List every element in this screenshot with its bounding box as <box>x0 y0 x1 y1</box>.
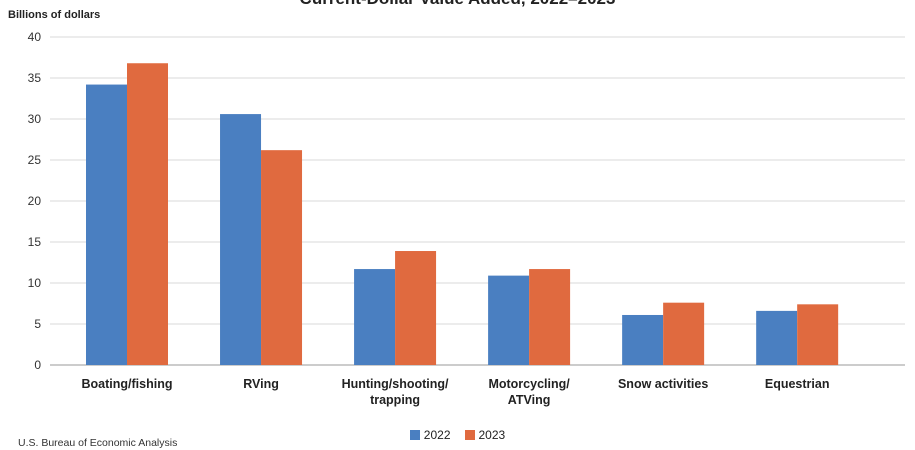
y-tick-label: 35 <box>28 71 42 85</box>
category-labels: Boating/fishing RVing Hunting/shooting/tra… <box>82 377 830 407</box>
legend-swatch <box>409 430 420 440</box>
bar-2023-5 <box>797 304 839 365</box>
y-axis-unit-label: Billions of dollars <box>8 9 101 21</box>
bar-chart: 0 5 10 15 20 25 30 35 40 Boating/fishing RVing Hun… <box>28 30 905 407</box>
bar-2023-0 <box>127 63 168 366</box>
category-label: RVing <box>243 377 279 391</box>
bar-2023-2 <box>395 251 437 365</box>
y-tick-label: 40 <box>28 30 42 44</box>
legend-item: 2022 <box>409 428 451 442</box>
gridlines <box>50 36 905 366</box>
legend-swatch <box>464 430 475 440</box>
category-label: Equestrian <box>765 377 830 391</box>
category-label: ATVing <box>508 393 551 407</box>
category-label: Motorcycling/ <box>488 377 570 391</box>
category-label: Hunting/shooting/ <box>342 377 449 391</box>
bar-2022-0 <box>86 84 127 365</box>
legend: 2022 2023 <box>0 428 915 442</box>
category-label: Snow activities <box>618 377 708 391</box>
bar-2022-5 <box>756 310 798 365</box>
y-tick-label: 20 <box>28 194 42 208</box>
legend-item: 2023 <box>464 428 506 442</box>
bar-2022-2 <box>354 269 396 365</box>
bar-2023-3 <box>529 269 571 365</box>
source-note: U.S. Bureau of Economic Analysis <box>18 437 178 449</box>
bar-2022-1 <box>220 114 262 365</box>
y-tick-label: 10 <box>28 276 42 290</box>
y-tick-label: 30 <box>28 112 42 126</box>
bar-2022-3 <box>488 275 530 365</box>
legend-label: 2023 <box>478 428 506 442</box>
y-tick-label: 0 <box>34 358 41 372</box>
bar-2023-1 <box>261 150 303 365</box>
y-tick-label: 15 <box>28 235 42 249</box>
legend-label: 2022 <box>423 428 451 442</box>
bar-2022-4 <box>622 314 664 365</box>
bars <box>86 63 839 366</box>
category-label: Boating/fishing <box>82 377 173 391</box>
y-tick-labels: 0 5 10 15 20 25 30 35 40 <box>28 30 42 372</box>
category-label: trapping <box>370 393 420 407</box>
chart-title: Current-Dollar Value Added, 2022–2023 <box>0 0 915 9</box>
bar-2023-4 <box>663 302 705 365</box>
y-tick-label: 5 <box>34 317 41 331</box>
y-tick-label: 25 <box>28 153 42 167</box>
